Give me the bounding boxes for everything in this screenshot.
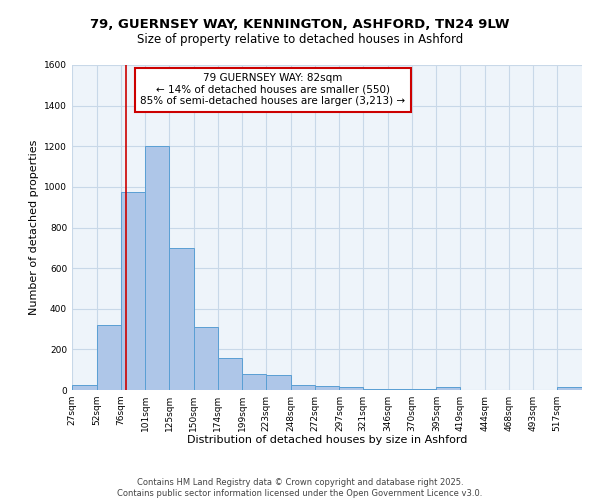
- Bar: [266, 375, 291, 390]
- Bar: [557, 387, 582, 390]
- Text: Size of property relative to detached houses in Ashford: Size of property relative to detached ho…: [137, 32, 463, 46]
- Bar: [412, 389, 436, 390]
- Bar: [291, 385, 314, 390]
- Bar: [194, 327, 218, 390]
- Bar: [145, 146, 169, 390]
- X-axis label: Distribution of detached houses by size in Ashford: Distribution of detached houses by size …: [187, 436, 467, 446]
- Bar: [436, 387, 460, 390]
- Bar: [218, 358, 242, 390]
- Bar: [169, 248, 194, 390]
- Text: 79 GUERNSEY WAY: 82sqm
← 14% of detached houses are smaller (550)
85% of semi-de: 79 GUERNSEY WAY: 82sqm ← 14% of detached…: [140, 73, 406, 106]
- Bar: [314, 386, 340, 390]
- Bar: [388, 389, 412, 390]
- Bar: [72, 385, 97, 390]
- Text: 79, GUERNSEY WAY, KENNINGTON, ASHFORD, TN24 9LW: 79, GUERNSEY WAY, KENNINGTON, ASHFORD, T…: [90, 18, 510, 30]
- Bar: [242, 374, 266, 390]
- Bar: [340, 387, 363, 390]
- Bar: [97, 325, 121, 390]
- Y-axis label: Number of detached properties: Number of detached properties: [29, 140, 38, 315]
- Bar: [121, 192, 145, 390]
- Bar: [363, 389, 388, 390]
- Text: Contains HM Land Registry data © Crown copyright and database right 2025.
Contai: Contains HM Land Registry data © Crown c…: [118, 478, 482, 498]
